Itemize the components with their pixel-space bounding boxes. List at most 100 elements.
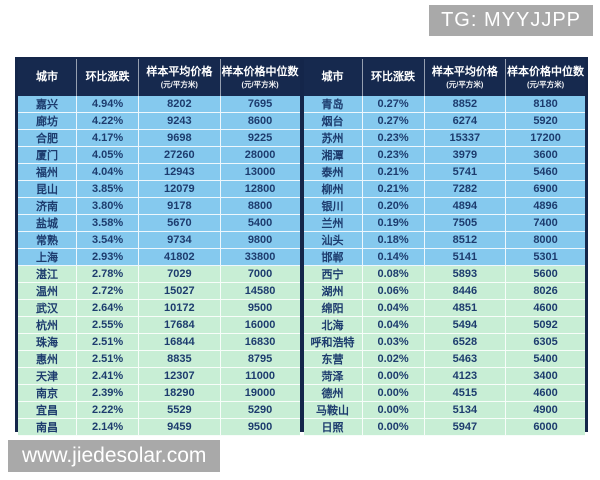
cell-city: 菏泽 bbox=[304, 368, 363, 384]
cell-avg-price: 9734 bbox=[139, 232, 221, 248]
cell-mom-change: 2.72% bbox=[77, 283, 140, 299]
table-left: 城市 环比涨跌 样本平均价格 (元/平方米) 样本价格中位数 (元/平方米) 嘉… bbox=[18, 59, 300, 436]
cell-city: 嘉兴 bbox=[18, 96, 78, 112]
cell-mom-change: 2.93% bbox=[77, 249, 140, 265]
cell-avg-price: 27260 bbox=[139, 147, 221, 163]
cell-city: 南昌 bbox=[18, 419, 78, 435]
cell-mom-change: 4.94% bbox=[77, 96, 140, 112]
table-row: 兰州 0.19% 7505 7400 bbox=[303, 215, 585, 232]
cell-median-price: 8795 bbox=[247, 353, 273, 365]
cell-mom-change: 2.22% bbox=[77, 402, 140, 418]
cell-median-price: 5400 bbox=[533, 353, 558, 365]
cell-mom-change: 0.18% bbox=[363, 232, 425, 248]
table-row: 马鞍山 0.00% 5134 4900 bbox=[303, 402, 585, 419]
cell-avg-price: 8835 bbox=[139, 351, 221, 367]
cell-avg-price: 5494 bbox=[425, 317, 507, 333]
cell-median-price: 11000 bbox=[245, 370, 276, 382]
cell-avg-price: 4894 bbox=[425, 198, 507, 214]
header-avg-price-label: 样本平均价格 bbox=[431, 66, 498, 79]
cell-mom-change: 4.22% bbox=[77, 113, 140, 129]
cell-mom-change: 0.27% bbox=[363, 96, 425, 112]
cell-avg-price: 7029 bbox=[139, 266, 221, 282]
header-mom-change: 环比涨跌 bbox=[363, 59, 425, 96]
table-divider bbox=[299, 59, 304, 432]
cell-mom-change: 3.54% bbox=[77, 232, 140, 248]
table-row: 上海 2.93% 41802 33800 bbox=[18, 249, 300, 266]
cell-median-price: 3400 bbox=[533, 370, 558, 382]
cell-avg-price: 8202 bbox=[139, 96, 221, 112]
cell-city: 杭州 bbox=[18, 317, 78, 333]
cell-city: 德州 bbox=[304, 385, 363, 401]
table-row: 邯郸 0.14% 5141 5301 bbox=[303, 249, 585, 266]
cell-avg-price: 5463 bbox=[425, 351, 507, 367]
cell-avg-price: 7282 bbox=[425, 181, 507, 197]
cell-city: 湖州 bbox=[304, 283, 363, 299]
cell-mom-change: 0.20% bbox=[363, 198, 425, 214]
cell-city: 呼和浩特 bbox=[304, 334, 363, 350]
table-row: 常熟 3.54% 9734 9800 bbox=[18, 232, 300, 249]
cell-avg-price: 12079 bbox=[139, 181, 221, 197]
cell-median-price: 8800 bbox=[247, 200, 273, 212]
cell-median-price: 4600 bbox=[533, 302, 558, 314]
cell-city: 厦门 bbox=[18, 147, 78, 163]
cell-mom-change: 0.23% bbox=[363, 147, 425, 163]
cell-city: 福州 bbox=[18, 164, 78, 180]
table-row: 盐城 3.58% 5670 5400 bbox=[18, 215, 300, 232]
cell-city: 青岛 bbox=[304, 96, 363, 112]
cell-median-price: 5092 bbox=[533, 319, 558, 331]
cell-mom-change: 2.39% bbox=[77, 385, 140, 401]
table-row: 菏泽 0.00% 4123 3400 bbox=[303, 368, 585, 385]
cell-avg-price: 4515 bbox=[425, 385, 507, 401]
cell-mom-change: 0.03% bbox=[363, 334, 425, 350]
cell-city: 日照 bbox=[304, 419, 363, 435]
cell-median-price: 6000 bbox=[533, 421, 558, 433]
cell-mom-change: 2.51% bbox=[77, 351, 140, 367]
cell-median-price: 12800 bbox=[244, 183, 276, 195]
cell-mom-change: 0.02% bbox=[363, 351, 425, 367]
cell-mom-change: 4.05% bbox=[77, 147, 140, 163]
cell-mom-change: 0.21% bbox=[363, 181, 425, 197]
cell-city: 济南 bbox=[18, 198, 78, 214]
table-row: 东营 0.02% 5463 5400 bbox=[303, 351, 585, 368]
table-row: 汕头 0.18% 8512 8000 bbox=[303, 232, 585, 249]
table-row: 德州 0.00% 4515 4600 bbox=[303, 385, 585, 402]
cell-median-price: 8600 bbox=[247, 115, 273, 127]
cell-median-price: 19000 bbox=[244, 387, 276, 399]
cell-median-price: 33800 bbox=[244, 251, 276, 263]
header-median-price: 样本价格中位数 (元/平方米) bbox=[506, 59, 585, 96]
cell-city: 北海 bbox=[304, 317, 363, 333]
cell-avg-price: 9459 bbox=[139, 419, 221, 435]
table-row: 西宁 0.08% 5893 5600 bbox=[303, 266, 585, 283]
cell-mom-change: 0.00% bbox=[363, 385, 425, 401]
cell-avg-price: 9178 bbox=[139, 198, 221, 214]
table-left-body: 嘉兴 4.94% 8202 7695 廊坊 4.22% 9243 8600 合肥 4.17% 969… bbox=[18, 96, 300, 436]
cell-avg-price: 5670 bbox=[139, 215, 221, 231]
cell-avg-price: 5947 bbox=[425, 419, 507, 435]
cell-avg-price: 16844 bbox=[139, 334, 221, 350]
cell-mom-change: 0.00% bbox=[363, 419, 425, 435]
cell-avg-price: 8446 bbox=[425, 283, 507, 299]
cell-city: 湛江 bbox=[18, 266, 78, 282]
header-avg-price: 样本平均价格 (元/平方米) bbox=[139, 59, 221, 96]
cell-mom-change: 2.78% bbox=[77, 266, 140, 282]
cell-median-price: 5460 bbox=[533, 166, 558, 178]
table-right-body: 青岛 0.27% 8852 8180 烟台 0.27% 6274 5920 苏州 0.23% 153… bbox=[303, 96, 585, 436]
table-row: 厦门 4.05% 27260 28000 bbox=[18, 147, 300, 164]
cell-avg-price: 6274 bbox=[425, 113, 507, 129]
cell-median-price: 13000 bbox=[244, 166, 276, 178]
cell-mom-change: 0.21% bbox=[363, 164, 425, 180]
cell-mom-change: 0.04% bbox=[363, 300, 425, 316]
cell-city: 昆山 bbox=[18, 181, 78, 197]
cell-median-price: 16000 bbox=[244, 319, 276, 331]
cell-city: 合肥 bbox=[18, 130, 78, 146]
cell-city: 惠州 bbox=[18, 351, 78, 367]
cell-mom-change: 3.80% bbox=[77, 198, 140, 214]
cell-mom-change: 0.06% bbox=[363, 283, 425, 299]
cell-median-price: 5400 bbox=[247, 217, 273, 229]
cell-avg-price: 7505 bbox=[425, 215, 507, 231]
cell-median-price: 4900 bbox=[533, 404, 558, 416]
table-row: 苏州 0.23% 15337 17200 bbox=[303, 130, 585, 147]
table-row: 湛江 2.78% 7029 7000 bbox=[18, 266, 300, 283]
table-row: 南昌 2.14% 9459 9500 bbox=[18, 419, 300, 436]
cell-mom-change: 2.14% bbox=[77, 419, 140, 435]
